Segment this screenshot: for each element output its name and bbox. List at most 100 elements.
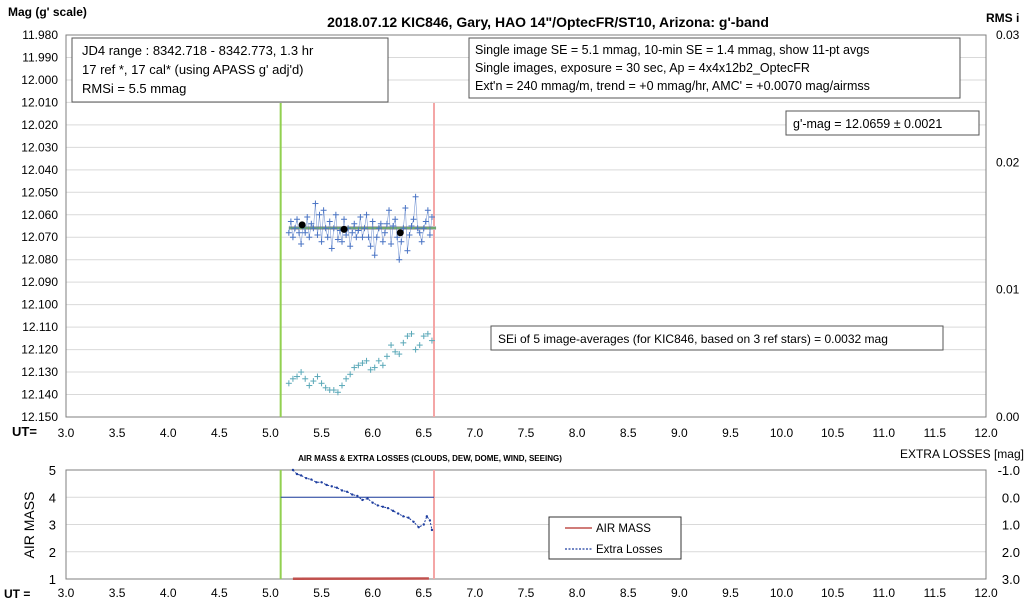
top-y2-tick-label: 0.00 xyxy=(996,410,1020,424)
target-data-point xyxy=(381,229,388,236)
target-data-point xyxy=(316,211,323,218)
top-y2-tick-label: 0.02 xyxy=(996,155,1020,169)
extra-losses-point xyxy=(386,506,390,510)
bottom-y-tick-label: 5 xyxy=(49,463,56,478)
extra-losses-point xyxy=(422,523,425,526)
bottom-x-tick-label: 8.5 xyxy=(620,586,637,600)
bottom-y2-axis-label: EXTRA LOSSES [mag] xyxy=(900,447,1024,461)
info-right-line-2: Single images, exposure = 30 sec, Ap = 4… xyxy=(475,61,810,75)
top-x-tick-label: 8.5 xyxy=(620,426,637,440)
target-data-point xyxy=(287,218,294,225)
target-data-point xyxy=(339,238,345,245)
extra-losses-point xyxy=(428,519,432,522)
target-data-point xyxy=(324,234,331,241)
target-data-point xyxy=(402,205,409,212)
top-y-tick-label: 11.990 xyxy=(22,50,58,64)
target-data-point xyxy=(363,211,370,218)
check-star-data-point xyxy=(363,357,370,364)
average-point xyxy=(396,229,404,237)
extra-losses-point xyxy=(381,505,385,508)
bottom-x-tick-label: 3.5 xyxy=(109,586,126,600)
target-data-point xyxy=(359,234,366,241)
bottom-x-tick-label: 4.5 xyxy=(211,586,228,600)
check-star-data-point xyxy=(318,380,325,387)
bottom-y-tick-label: 4 xyxy=(49,490,56,505)
bottom-x-tick-label: 3.0 xyxy=(58,586,75,600)
target-data-point xyxy=(396,256,403,263)
extra-losses-point xyxy=(320,481,323,484)
target-data-point xyxy=(302,229,309,236)
check-star-data-point xyxy=(322,384,329,391)
bottom-y2-tick-label: 0.0 xyxy=(1002,490,1020,505)
top-y-tick-label: 12.060 xyxy=(21,208,58,222)
bottom-y2-tick-label: -1.0 xyxy=(998,463,1020,478)
target-data-point xyxy=(343,231,350,238)
check-star-data-point xyxy=(289,375,296,382)
top-x-tick-label: 5.5 xyxy=(313,426,330,440)
info-left-line-2: 17 ref *, 17 cal* (using APASS g' adj'd) xyxy=(82,62,304,77)
top-y-tick-label: 12.030 xyxy=(21,140,58,154)
info-right-line-1: Single image SE = 5.1 mmag, 10-min SE = … xyxy=(475,43,869,57)
top-x-tick-label: 9.0 xyxy=(671,426,688,440)
check-star-data-point xyxy=(424,330,431,337)
target-data-point xyxy=(386,207,393,214)
bottom-legend: AIR MASS Extra Losses xyxy=(548,516,682,560)
target-data-point xyxy=(285,229,292,236)
top-y2-tick-label: 0.03 xyxy=(996,28,1020,42)
target-data-point xyxy=(369,218,376,225)
extra-losses-point xyxy=(366,497,369,500)
check-star-data-point xyxy=(310,378,317,385)
top-x-tick-label: 9.5 xyxy=(722,426,739,440)
top-y-tick-label: 12.140 xyxy=(21,388,58,402)
bottom-x-tick-label: 7.0 xyxy=(467,586,484,600)
top-y-tick-label: 12.080 xyxy=(21,253,58,267)
top-y-tick-label: 12.050 xyxy=(21,185,58,199)
bottom-x-tick-label: 8.0 xyxy=(569,586,586,600)
target-data-point xyxy=(330,225,337,232)
target-data-point xyxy=(341,216,348,223)
check-star-data-point xyxy=(347,371,354,378)
bottom-x-tick-label: 4.0 xyxy=(160,586,177,600)
bottom-data-marks xyxy=(280,468,434,580)
top-y-tick-label: 12.010 xyxy=(21,95,58,109)
extra-losses-point xyxy=(335,486,339,489)
check-star-data-point xyxy=(343,375,350,382)
target-data-point xyxy=(291,225,298,232)
extra-losses-point xyxy=(391,509,395,513)
target-data-point xyxy=(326,218,333,225)
check-star-data-point xyxy=(375,357,382,364)
target-data-point xyxy=(294,216,301,223)
check-star-data-point xyxy=(388,342,395,349)
top-x-tick-label: 11.5 xyxy=(924,426,947,440)
target-data-point xyxy=(416,229,423,236)
top-x-tick-label: 11.0 xyxy=(873,426,896,440)
check-star-data-point xyxy=(294,373,301,380)
check-star-data-point xyxy=(412,346,419,353)
extra-losses-point xyxy=(345,490,349,493)
bottom-y2-tick-label: 1.0 xyxy=(1002,518,1020,533)
top-y-tick-label: 12.150 xyxy=(21,410,58,424)
target-data-point xyxy=(367,243,374,250)
target-data-point xyxy=(412,193,419,200)
bottom-plot-frame xyxy=(65,469,987,580)
target-data-point xyxy=(422,218,429,225)
gmag-label: g'-mag = 12.0659 ± 0.0021 xyxy=(793,117,942,131)
target-data-point xyxy=(371,252,378,259)
bottom-x-tick-label: 7.5 xyxy=(518,586,535,600)
check-star-data-point xyxy=(371,364,378,371)
target-data-point xyxy=(414,225,421,232)
check-star-data-point xyxy=(314,373,321,380)
target-data-point xyxy=(349,229,356,236)
bottom-y-tick-label: 1 xyxy=(49,572,56,587)
target-data-point xyxy=(388,240,395,247)
extra-losses-point xyxy=(361,498,364,502)
check-star-data-point xyxy=(285,380,292,387)
extra-losses-point xyxy=(402,515,405,518)
top-y-tick-label: 12.000 xyxy=(21,73,58,87)
gmag-box: g'-mag = 12.0659 ± 0.0021 xyxy=(785,110,980,136)
check-star-data-point xyxy=(379,362,386,369)
sei-label: SEi of 5 image-averages (for KIC846, bas… xyxy=(498,332,888,346)
bottom-x-tick-label: 11.0 xyxy=(873,586,896,600)
average-point xyxy=(298,221,306,229)
top-x-tick-label: 6.0 xyxy=(364,426,381,440)
